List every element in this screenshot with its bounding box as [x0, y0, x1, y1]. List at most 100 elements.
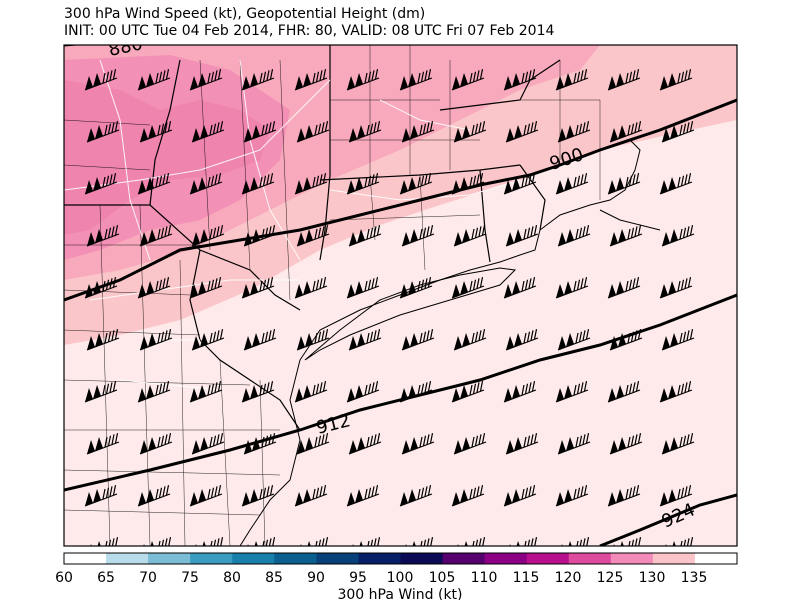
colorbar-segment — [652, 553, 696, 564]
colorbar-segment — [106, 553, 149, 564]
wind-barb — [555, 484, 589, 507]
wind-barb — [296, 120, 330, 143]
map-title: 300 hPa Wind Speed (kt), Geopotential He… — [64, 6, 426, 22]
wind-barb — [243, 224, 277, 247]
wind-barb — [294, 484, 328, 507]
colorbar-tick-label: 125 — [597, 570, 624, 586]
wind-barb — [399, 276, 433, 299]
wind-barb — [401, 328, 435, 351]
wind-barb — [659, 484, 693, 507]
colorbar-ticks: 60 65 70 75 80 85 90 95 100 105 110 115 120 125 130 135 — [55, 570, 707, 586]
wind-barb — [451, 380, 485, 403]
wind-barb — [555, 172, 589, 195]
wind-barb — [561, 536, 590, 546]
wind-barb — [137, 484, 171, 507]
colorbar-tick-label: 80 — [223, 570, 241, 586]
wind-barb — [348, 328, 382, 351]
wind-barb — [659, 172, 693, 195]
wind-barb — [609, 224, 643, 247]
wind-barb — [296, 432, 330, 455]
wind-barb — [609, 432, 643, 455]
colorbar-tick-label: 130 — [639, 570, 666, 586]
wind-barb — [451, 68, 485, 91]
colorbar-tick-label: 65 — [97, 570, 115, 586]
colorbar-tick-label: 75 — [181, 570, 199, 586]
wind-barb — [607, 68, 641, 91]
wind-barb — [555, 68, 589, 91]
contour-880 — [64, 45, 83, 47]
colorbar-segment — [694, 553, 738, 564]
long-island — [304, 267, 517, 361]
wind-barb — [241, 484, 275, 507]
wind-barb — [139, 224, 173, 247]
map-plot-area: 880 900 912 924 — [64, 45, 737, 546]
colorbar-segment — [148, 553, 191, 564]
wind-barb — [665, 536, 694, 546]
wind-barb — [86, 120, 120, 143]
wind-barb — [243, 120, 277, 143]
wind-barb — [661, 328, 695, 351]
wind-barb — [401, 120, 435, 143]
colorbar-tick-label: 100 — [387, 570, 414, 586]
wind-barb — [346, 172, 380, 195]
wind-barb — [139, 120, 173, 143]
wind-barb — [399, 380, 433, 403]
wind-barb — [191, 328, 225, 351]
wind-barb — [609, 120, 643, 143]
wind-barb — [399, 172, 433, 195]
wind-barb — [84, 380, 118, 403]
wind-barb — [189, 484, 223, 507]
wind-barb — [503, 380, 537, 403]
wind-barbs — [84, 68, 695, 546]
wind-barb — [189, 68, 223, 91]
wind-barb — [143, 536, 172, 546]
wind-barb — [505, 120, 539, 143]
wind-barb — [241, 276, 275, 299]
wind-barb — [243, 432, 277, 455]
wind-barb — [191, 224, 225, 247]
wind-barb — [84, 276, 118, 299]
wind-barb — [613, 536, 642, 546]
wind-barb — [453, 120, 487, 143]
colorbar-label: 300 hPa Wind (kt) — [337, 587, 462, 600]
colorbar-segment — [232, 553, 275, 564]
wind-barb — [505, 224, 539, 247]
wind-barb — [86, 432, 120, 455]
wind-barb — [137, 172, 171, 195]
coastline — [239, 139, 661, 546]
wind-barb — [401, 432, 435, 455]
wind-barb — [346, 484, 380, 507]
wind-barb — [84, 172, 118, 195]
colorbar-segment — [400, 553, 444, 564]
wind-barb — [659, 380, 693, 403]
colorbar-segment — [358, 553, 401, 564]
wind-barb — [457, 536, 486, 546]
wind-barb — [505, 432, 539, 455]
contour-900 — [64, 98, 737, 302]
wind-barb — [296, 328, 330, 351]
wind-barb — [352, 536, 381, 546]
wind-barb — [451, 484, 485, 507]
wind-barb — [137, 68, 171, 91]
wind-barb — [405, 536, 434, 546]
colorbar — [64, 553, 738, 564]
wind-barb — [348, 432, 382, 455]
colorbar-segment — [442, 553, 486, 564]
wind-barb — [90, 536, 119, 546]
wind-barb — [86, 328, 120, 351]
colorbar-segment — [526, 553, 570, 564]
colorbar-tick-label: 115 — [513, 570, 540, 586]
wind-barb — [137, 276, 171, 299]
colorbar-tick-label: 70 — [139, 570, 157, 586]
wind-barb — [189, 172, 223, 195]
wind-barb — [505, 328, 539, 351]
wind-barb — [503, 484, 537, 507]
wind-barb — [661, 224, 695, 247]
wind-barb — [659, 68, 693, 91]
colorbar-frame — [63, 552, 738, 565]
colorbar-segment — [568, 553, 612, 564]
colorbar-tick-label: 95 — [349, 570, 367, 586]
wind-barb — [84, 484, 118, 507]
colorbar-tick-label: 60 — [55, 570, 73, 586]
